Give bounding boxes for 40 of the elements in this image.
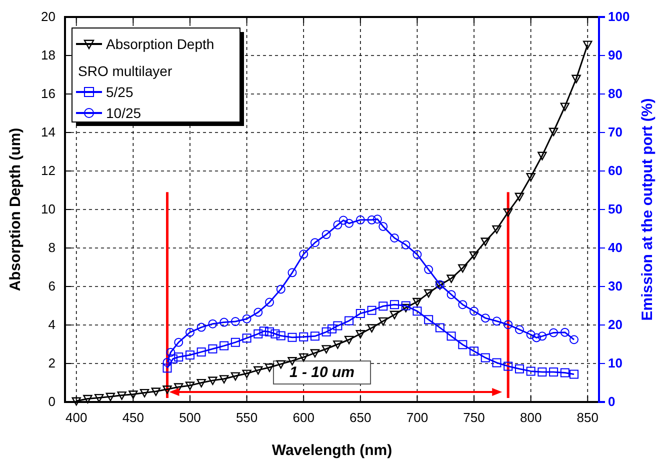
y-tick-label: 20 [41, 9, 56, 24]
x-tick-label: 850 [576, 410, 598, 425]
x-tick-label: 400 [66, 410, 88, 425]
y2-tick-label: 0 [608, 394, 616, 410]
y-axis-title: Absorption Depth (um) [7, 128, 24, 292]
y2-tick-label: 100 [608, 9, 630, 24]
y-tick-label: 12 [41, 163, 56, 178]
legend-label: 10/25 [106, 105, 142, 121]
x-tick-label: 650 [350, 410, 372, 425]
y2-tick-label: 80 [608, 86, 622, 102]
y2-tick-label: 50 [608, 202, 622, 217]
x-tick-label: 750 [463, 410, 485, 425]
y-tick-label: 18 [41, 48, 56, 63]
y-tick-label: 8 [48, 240, 56, 256]
x-axis-title: Wavelength (nm) [272, 442, 392, 459]
y2-tick-label: 30 [608, 278, 622, 294]
y-tick-label: 0 [48, 394, 56, 410]
y-tick-label: 6 [48, 278, 56, 294]
y2-tick-label: 90 [608, 48, 622, 63]
x-tick-label: 450 [122, 410, 144, 425]
y-tick-label: 10 [41, 202, 56, 217]
y2-tick-label: 40 [608, 240, 622, 256]
legend-label: Absorption Depth [106, 36, 214, 52]
y-tick-label: 2 [48, 356, 56, 371]
legend-title: SRO multilayer [78, 63, 172, 79]
x-tick-label: 550 [236, 410, 258, 425]
legend-label: 5/25 [106, 84, 134, 100]
y2-tick-label: 70 [608, 124, 622, 140]
x-tick-label: 800 [520, 410, 542, 425]
x-tick-label: 600 [292, 410, 314, 425]
y2-tick-label: 60 [608, 163, 622, 178]
y2-tick-label: 20 [608, 317, 622, 332]
y2-tick-label: 10 [608, 356, 622, 371]
x-tick-label: 700 [406, 410, 428, 425]
x-tick-label: 500 [179, 410, 201, 425]
y-tick-label: 16 [41, 86, 56, 102]
annotation: 1 - 10 um [289, 364, 355, 381]
y-tick-label: 14 [41, 124, 56, 140]
y-tick-label: 4 [48, 317, 56, 332]
y2-axis-title: Emission at the output port (%) [639, 98, 656, 321]
